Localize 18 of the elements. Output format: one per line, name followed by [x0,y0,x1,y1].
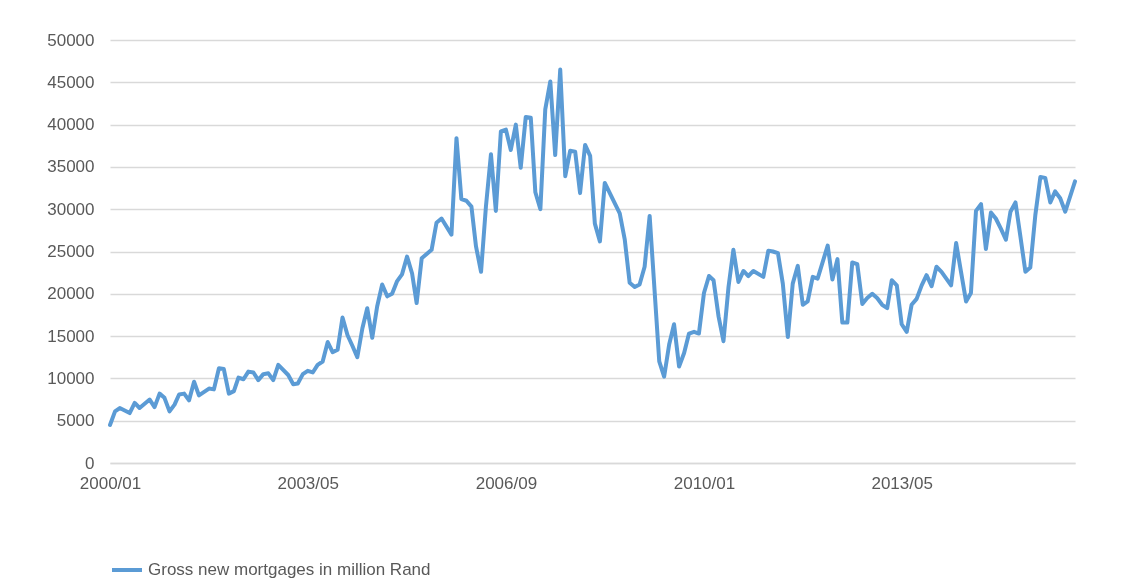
y-tick-label: 20000 [47,284,95,304]
y-tick-label: 10000 [47,368,95,388]
legend-label: Gross new mortgages in million Rand [148,560,431,579]
y-tick-label: 5000 [56,411,95,431]
line-series [108,67,1077,427]
y-tick-label: 25000 [47,242,95,261]
x-tick-label: 2013/05 [871,473,933,493]
y-tick-label: 50000 [47,30,95,50]
y-tick-label: 40000 [47,115,95,135]
y-tick-label: 0 [85,453,95,473]
x-tick-label: 2000/01 [79,473,142,493]
x-tick-label: 2003/05 [277,473,339,493]
y-tick-label: 35000 [47,157,95,177]
y-tick-label: 15000 [47,326,95,346]
x-tick-label: 2010/01 [673,473,736,493]
x-tick-label: 2006/09 [475,473,538,493]
y-tick-label: 30000 [47,199,95,219]
y-tick-label: 45000 [47,72,95,92]
